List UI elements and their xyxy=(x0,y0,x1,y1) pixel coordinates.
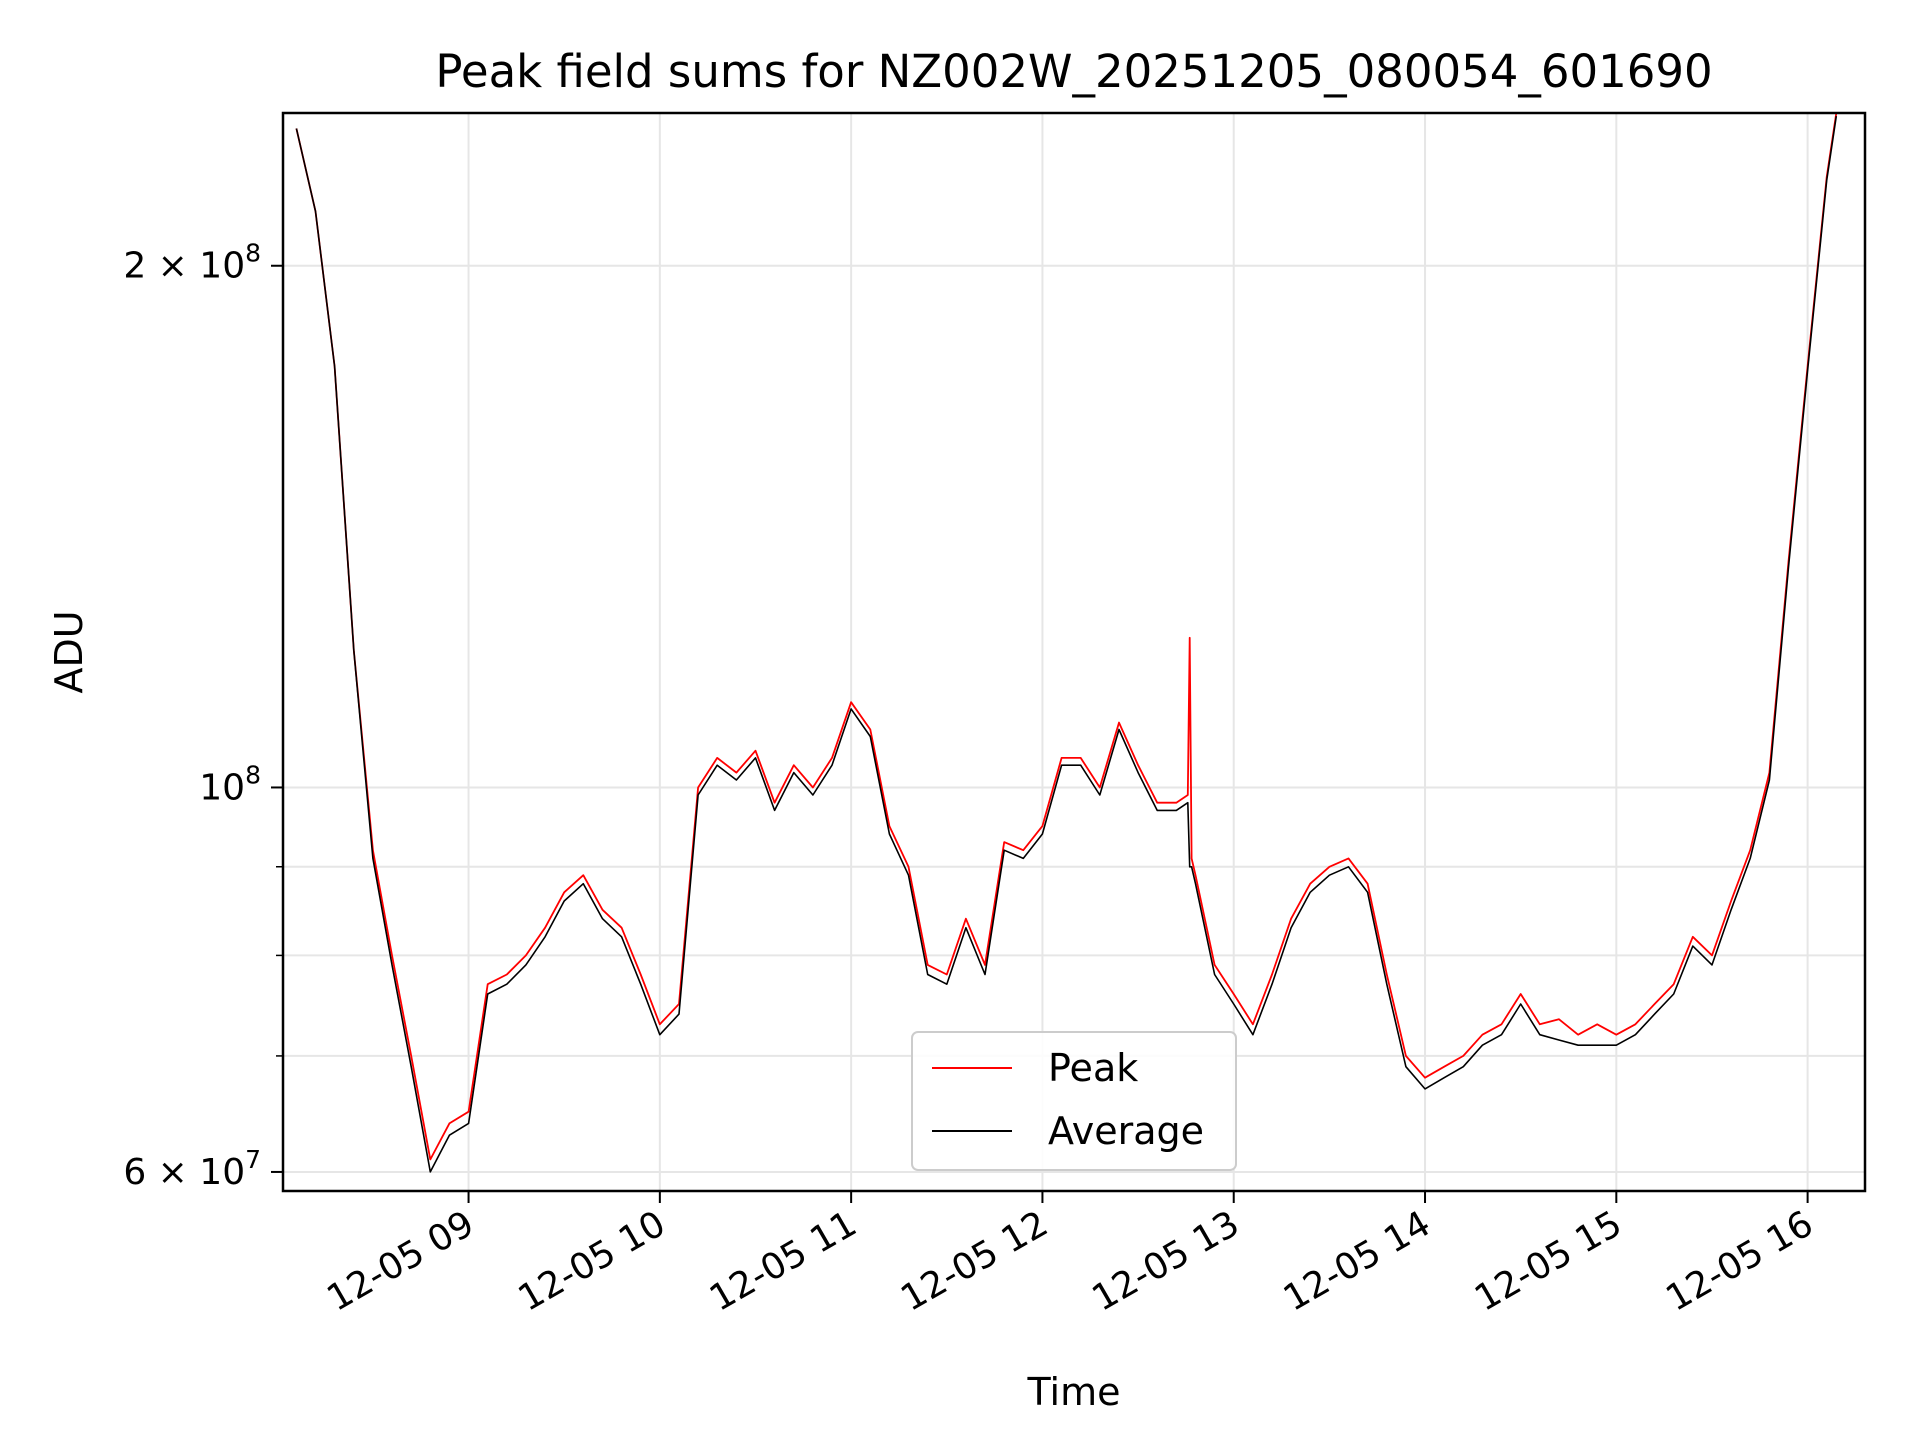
legend-label-average: Average xyxy=(1048,1109,1204,1153)
plot-frame xyxy=(281,111,1867,1193)
grid-lines xyxy=(283,113,1865,1191)
y-tick-label: 2 × 108 xyxy=(123,239,261,287)
x-axis-label: Time xyxy=(1027,1370,1121,1414)
legend-box xyxy=(911,1031,1237,1171)
legend: Peak Average xyxy=(911,1031,1237,1171)
y-tick-label: 108 xyxy=(199,760,261,808)
y-axis-label: ADU xyxy=(47,610,91,693)
series-line-peak xyxy=(295,113,1838,1161)
series-lines xyxy=(295,113,1838,1173)
chart-title: Peak field sums for NZ002W_20251205_0800… xyxy=(435,45,1712,98)
y-tick-label: 6 × 107 xyxy=(123,1145,261,1193)
legend-label-peak: Peak xyxy=(1048,1046,1138,1090)
series-line-average xyxy=(295,115,1838,1173)
